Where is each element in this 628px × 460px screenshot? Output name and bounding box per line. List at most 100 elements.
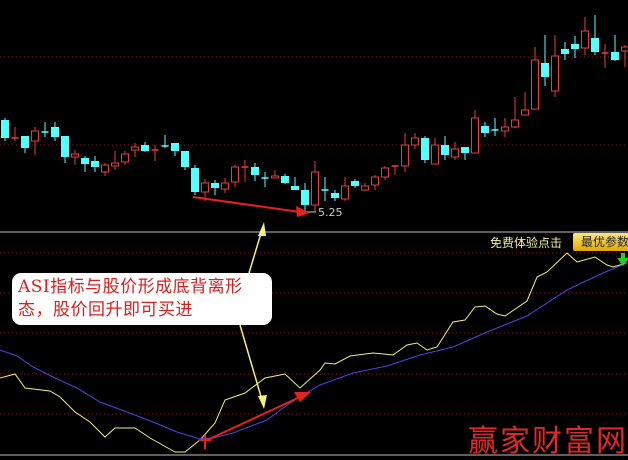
- candle: [1, 118, 9, 141]
- candle: [51, 122, 59, 141]
- candle: [372, 175, 379, 190]
- candle-body: [571, 44, 579, 49]
- candle: [532, 47, 539, 109]
- candle: [251, 163, 259, 181]
- sell-signal-down-arrow-icon: [617, 253, 628, 266]
- candle-body: [281, 176, 289, 183]
- candle: [171, 143, 179, 156]
- candle: [432, 138, 439, 164]
- candle-body: [102, 165, 109, 172]
- candle: [122, 151, 129, 165]
- candle-body: [382, 168, 389, 177]
- candle: [222, 178, 229, 193]
- candle-body: [232, 167, 239, 182]
- candle: [262, 172, 269, 187]
- candle: [622, 45, 628, 67]
- candle: [392, 165, 399, 175]
- candle: [342, 177, 349, 201]
- candle: [141, 142, 149, 152]
- candle: [502, 118, 509, 137]
- candle-body: [402, 145, 409, 166]
- candle: [541, 35, 549, 86]
- candle-body: [122, 154, 129, 162]
- candle-body: [502, 127, 509, 131]
- candle: [61, 136, 69, 163]
- candle: [211, 180, 219, 195]
- candle-body: [81, 158, 89, 164]
- candle-body: [622, 47, 628, 51]
- free-trial-link[interactable]: 免费体验点击: [490, 234, 562, 251]
- candle-body: [301, 190, 309, 205]
- candle-body: [51, 127, 59, 137]
- candle-body: [611, 52, 619, 60]
- candle: [481, 122, 489, 137]
- candle: [72, 150, 79, 165]
- candle-body: [72, 154, 79, 157]
- candle: [281, 174, 289, 184]
- candle: [472, 110, 479, 153]
- candle-body: [202, 183, 209, 192]
- annotation-line-2: 态，股价回升即可买进: [18, 299, 266, 322]
- candle: [42, 122, 49, 137]
- candle-body: [582, 31, 589, 48]
- candle-body: [522, 110, 529, 115]
- candle-body: [372, 177, 379, 185]
- candle-body: [351, 181, 359, 186]
- candle-body: [432, 145, 439, 164]
- candle-body: [362, 186, 369, 190]
- candle-body: [481, 126, 489, 133]
- asi-uptrend-arrow: [205, 392, 311, 441]
- candle: [32, 127, 39, 155]
- candle-body: [1, 120, 9, 138]
- candle: [12, 127, 19, 141]
- price-downtrend-arrow: [193, 197, 310, 217]
- candle-body: [251, 167, 259, 175]
- candle-body: [112, 163, 119, 166]
- candle: [552, 35, 559, 97]
- candle-body: [441, 145, 449, 155]
- annotation-callout: ASI指标与股价形成底背离形 态，股价回升即可买进: [12, 273, 272, 325]
- candle: [152, 145, 159, 161]
- candle: [351, 179, 359, 188]
- low-price-label: 5.25: [318, 206, 343, 219]
- candle: [331, 190, 339, 201]
- candle: [232, 165, 239, 187]
- candle: [512, 97, 519, 128]
- candle: [242, 160, 249, 182]
- candle-body: [132, 147, 139, 150]
- candle: [112, 151, 119, 170]
- candle: [81, 156, 89, 172]
- candle-body: [272, 176, 279, 178]
- candle: [291, 177, 299, 190]
- candle: [441, 136, 449, 160]
- candle: [91, 156, 99, 172]
- candle: [421, 136, 429, 163]
- candle-body: [181, 151, 189, 167]
- candle-body: [472, 118, 479, 153]
- candle-body: [291, 186, 299, 190]
- candle: [412, 133, 419, 149]
- candle-body: [91, 161, 99, 167]
- candlestick-series: [1, 15, 628, 212]
- candle: [102, 163, 109, 176]
- candle-body: [532, 60, 539, 109]
- candle: [21, 136, 29, 153]
- buy-signal-cross-icon: [199, 435, 211, 449]
- candle: [382, 166, 389, 180]
- candle-body: [191, 168, 199, 192]
- candle-body: [561, 49, 569, 54]
- candle-body: [32, 131, 39, 141]
- candle: [571, 36, 579, 58]
- candle: [591, 15, 599, 55]
- candle: [492, 118, 499, 136]
- best-params-button[interactable]: 最优参数: [573, 233, 628, 251]
- candle-body: [452, 149, 459, 157]
- candle-body: [171, 143, 179, 151]
- candle: [312, 161, 319, 212]
- annotation-line-1: ASI指标与股价形成底背离形: [18, 276, 266, 299]
- candle-body: [412, 138, 419, 145]
- candle: [272, 170, 279, 178]
- candle: [301, 183, 309, 212]
- candle: [162, 135, 169, 148]
